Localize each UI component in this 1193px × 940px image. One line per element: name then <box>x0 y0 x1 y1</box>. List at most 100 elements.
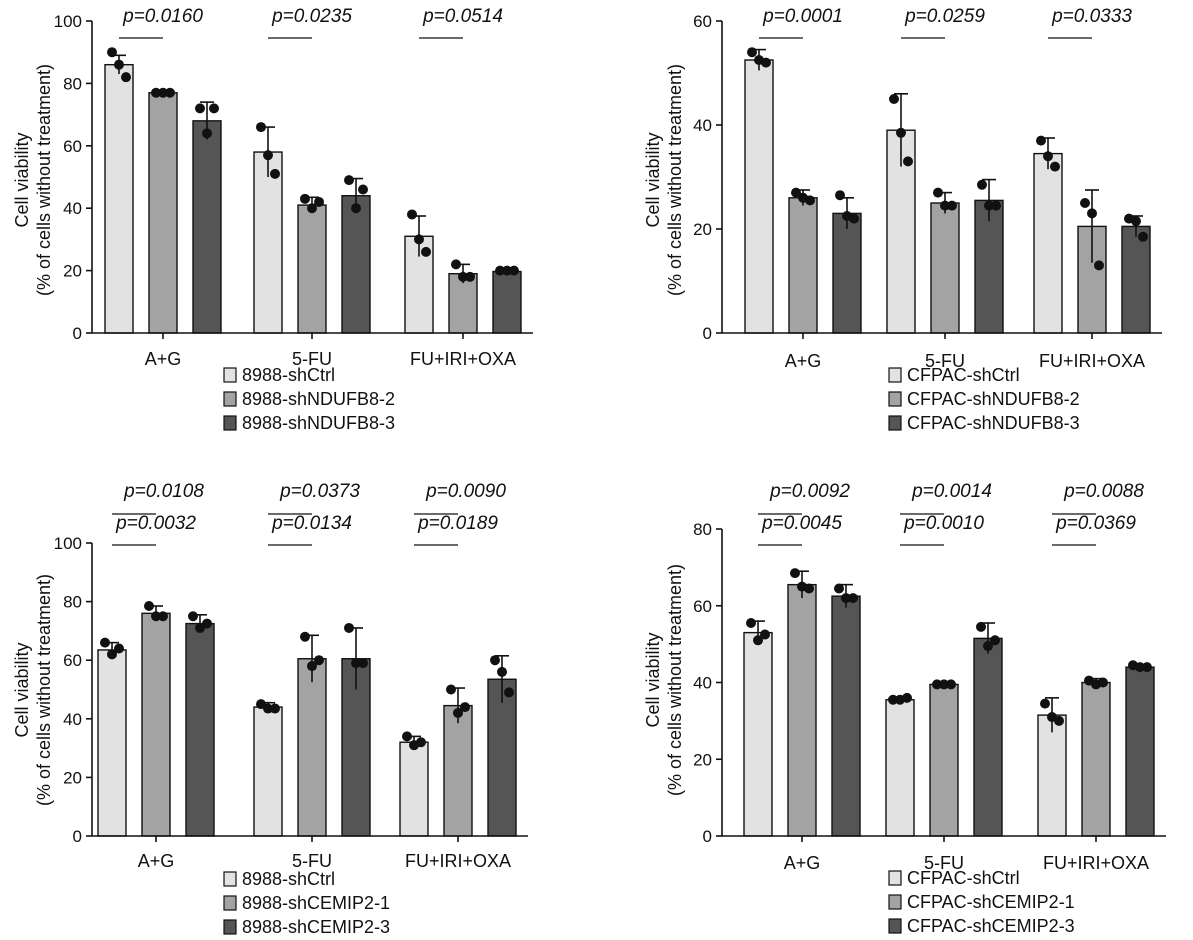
legend-label-8988-shctrl: 8988-shCtrl <box>242 365 335 385</box>
y-tick-label: 60 <box>63 137 82 156</box>
data-point-8988-shctrl-a-g <box>114 59 124 70</box>
legend-label-cfpac-shcemip2-1: CFPAC-shCEMIP2-1 <box>907 892 1075 912</box>
data-point-cfpac-shcemip2-3-5-fu <box>976 621 986 632</box>
p-value-label: p=0.0045 <box>761 513 842 534</box>
bar-cfpac-shctrl-fu-iri-oxa <box>1033 152 1063 334</box>
data-point-8988-shctrl-a-g <box>121 72 131 83</box>
data-point-8988-shctrl-a-g <box>107 649 117 660</box>
legend-swatch-8988-shctrl <box>223 367 237 383</box>
chart-panel-1: 0 20 40 60 80 100 A+G 5-FU FU+IRI+OXA Cell viabil… <box>12 6 533 433</box>
legend-label-cfpac-shndufb8-3: CFPAC-shNDUFB8-3 <box>907 413 1080 433</box>
p-value-label: p=0.0134 <box>271 513 352 534</box>
data-point-cfpac-shctrl-5-fu <box>902 692 912 703</box>
data-point-cfpac-shctrl-a-g <box>746 618 756 629</box>
data-point-8988-shndufb8-3-fu-iri-oxa <box>509 265 519 276</box>
category-label-a-g: A+G <box>145 349 182 369</box>
bar-8988-shcemip2-1-5-fu <box>297 658 327 837</box>
y-tick-label: 20 <box>63 768 82 787</box>
data-point-cfpac-shndufb8-2-5-fu <box>940 200 950 211</box>
bar-cfpac-shcemip2-1-fu-iri-oxa <box>1081 681 1111 837</box>
y-tick-label: 60 <box>693 597 712 616</box>
category-label-5-fu: 5-FU <box>292 349 332 369</box>
p-value-label: p=0.0010 <box>903 513 984 534</box>
data-point-cfpac-shcemip2-3-a-g <box>841 593 851 604</box>
data-point-cfpac-shndufb8-2-a-g <box>791 187 801 198</box>
data-point-cfpac-shcemip2-1-a-g <box>804 583 814 594</box>
p-value-label: p=0.0259 <box>904 6 985 27</box>
legend-label-8988-shcemip2-1: 8988-shCEMIP2-1 <box>242 893 390 913</box>
bar-cfpac-shcemip2-1-a-g <box>787 583 817 837</box>
bar-cfpac-shctrl-a-g <box>743 631 773 837</box>
data-point-8988-shcemip2-3-fu-iri-oxa <box>490 655 500 666</box>
data-point-cfpac-shndufb8-3-5-fu <box>984 200 994 211</box>
data-point-cfpac-shndufb8-3-fu-iri-oxa <box>1131 216 1141 227</box>
data-point-cfpac-shndufb8-3-5-fu <box>991 200 1001 211</box>
bar-8988-shctrl-5-fu <box>253 706 283 837</box>
y-tick-label: 40 <box>693 674 712 693</box>
p-value-label: p=0.0373 <box>279 481 360 502</box>
legend-swatch-cfpac-shndufb8-2 <box>888 391 902 407</box>
p-value-label: p=0.0369 <box>1055 513 1136 534</box>
p-value-label: p=0.0235 <box>271 6 352 27</box>
y-axis-label: Cell viability (% of cells without treatm… <box>12 64 54 296</box>
legend-label-cfpac-shctrl: CFPAC-shCtrl <box>907 868 1020 888</box>
y-axis-label-line: Cell viability <box>12 642 32 737</box>
y-tick-label: 0 <box>703 324 712 343</box>
y-axis-label-line: (% of cells without treatment) <box>665 564 685 796</box>
data-point-8988-shndufb8-3-a-g <box>202 128 212 139</box>
data-point-cfpac-shctrl-5-fu <box>889 94 899 104</box>
data-point-8988-shndufb8-3-5-fu <box>358 184 368 195</box>
data-point-8988-shndufb8-3-a-g <box>195 103 205 114</box>
bar-cfpac-shctrl-fu-iri-oxa <box>1037 714 1067 837</box>
bar-8988-shndufb8-3-a-g <box>192 120 222 334</box>
category-label-fu-iri-oxa: FU+IRI+OXA <box>1039 351 1145 371</box>
data-point-8988-shcemip2-3-5-fu <box>358 658 368 669</box>
data-point-cfpac-shctrl-5-fu <box>903 156 913 167</box>
p-value-label: p=0.0108 <box>123 481 204 502</box>
p-value-label: p=0.0014 <box>911 481 992 502</box>
bar-cfpac-shcemip2-3-5-fu <box>973 637 1003 837</box>
y-tick-label: 60 <box>63 651 82 670</box>
y-tick-label: 60 <box>693 12 712 31</box>
y-axis-label-line: (% of cells without treatment) <box>34 64 54 296</box>
bar-8988-shndufb8-3-5-fu <box>341 195 371 334</box>
data-point-cfpac-shctrl-a-g <box>747 47 757 58</box>
data-point-8988-shctrl-a-g <box>100 637 110 648</box>
category-label-5-fu: 5-FU <box>292 851 332 871</box>
data-point-cfpac-shctrl-a-g <box>760 629 770 640</box>
data-point-8988-shcemip2-3-fu-iri-oxa <box>497 666 507 677</box>
data-point-8988-shndufb8-2-5-fu <box>307 203 317 214</box>
category-label-fu-iri-oxa: FU+IRI+OXA <box>1043 853 1149 873</box>
data-point-8988-shndufb8-2-fu-iri-oxa <box>465 271 475 282</box>
data-point-cfpac-shcemip2-3-fu-iri-oxa <box>1135 662 1145 673</box>
bar-cfpac-shcemip2-3-fu-iri-oxa <box>1125 666 1155 837</box>
category-label-fu-iri-oxa: FU+IRI+OXA <box>410 349 516 369</box>
bar-8988-shcemip2-1-fu-iri-oxa <box>443 704 473 837</box>
p-value-label: p=0.0090 <box>425 481 506 502</box>
data-point-8988-shcemip2-1-a-g <box>158 611 168 622</box>
bar-cfpac-shndufb8-2-a-g <box>788 197 818 334</box>
data-point-cfpac-shndufb8-3-5-fu <box>977 179 987 190</box>
data-point-8988-shctrl-5-fu <box>256 122 266 133</box>
legend-label-cfpac-shcemip2-3: CFPAC-shCEMIP2-3 <box>907 916 1075 936</box>
bar-cfpac-shndufb8-3-a-g <box>832 212 862 334</box>
data-point-cfpac-shcemip2-1-5-fu <box>939 679 949 690</box>
y-axis-label-line: Cell viability <box>643 632 663 727</box>
data-point-8988-shcemip2-1-5-fu <box>314 655 324 666</box>
data-point-8988-shctrl-5-fu <box>270 703 280 714</box>
bar-8988-shndufb8-3-fu-iri-oxa <box>492 270 522 334</box>
y-tick-label: 0 <box>703 827 712 846</box>
data-point-cfpac-shndufb8-3-a-g <box>835 190 845 201</box>
data-point-cfpac-shcemip2-1-5-fu <box>946 679 956 690</box>
y-axis-label: Cell viability (% of cells without treatm… <box>12 574 54 806</box>
bar-8988-shcemip2-1-a-g <box>141 612 171 837</box>
legend-swatch-8988-shndufb8-3 <box>223 415 237 431</box>
data-point-cfpac-shctrl-fu-iri-oxa <box>1036 135 1046 146</box>
category-label-a-g: A+G <box>784 853 821 873</box>
chart-panel-4: 0 20 40 60 80 A+G 5-FU FU+IRI+OXA Cell viability… <box>643 481 1166 936</box>
data-point-8988-shctrl-fu-iri-oxa <box>414 234 424 245</box>
y-tick-label: 80 <box>63 74 82 93</box>
bar-8988-shndufb8-2-a-g <box>148 92 178 334</box>
y-axis-label-line: Cell viability <box>643 132 663 227</box>
